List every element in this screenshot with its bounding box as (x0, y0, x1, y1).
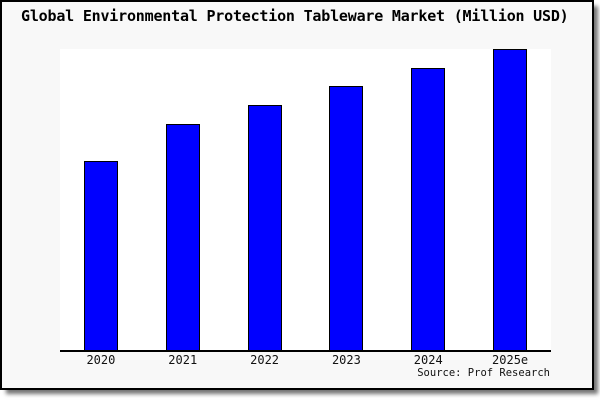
bar-2021 (165, 124, 200, 350)
x-tick-label-2025e: 2025e (492, 353, 529, 367)
x-tick-label-2022: 2022 (250, 353, 280, 367)
bar-2024 (411, 68, 446, 350)
bar-2023 (329, 86, 364, 350)
x-axis-labels: 2020 2021 2022 2023 2024 2025e (60, 354, 551, 370)
chart-figure: Global Environmental Protection Tablewar… (0, 0, 594, 390)
x-tick-label-2021: 2021 (168, 353, 198, 367)
bar-2025e (493, 49, 528, 350)
bar-2020 (83, 161, 118, 350)
bar-2022 (247, 105, 282, 350)
plot-area (60, 49, 551, 352)
x-tick-label-2020: 2020 (86, 353, 116, 367)
x-tick-label-2024: 2024 (413, 353, 443, 367)
source-annotation: Source: Prof Research (417, 367, 550, 379)
chart-title: Global Environmental Protection Tablewar… (21, 7, 569, 25)
x-tick-label-2023: 2023 (331, 353, 361, 367)
